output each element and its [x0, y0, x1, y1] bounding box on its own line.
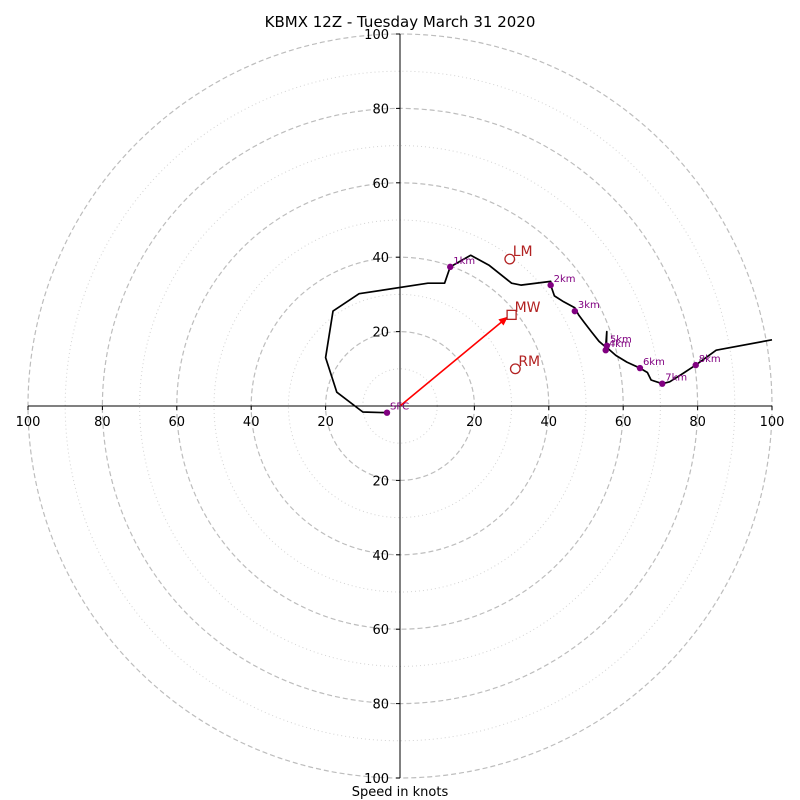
motion-vector-arrowhead: [498, 316, 508, 326]
y-tick-label: 100: [364, 772, 389, 787]
x-tick-label: 40: [243, 415, 260, 430]
y-tick-label: 60: [372, 623, 389, 638]
motion-rm-label: RM: [518, 354, 540, 370]
motion-lm-marker: [504, 253, 516, 265]
marker-8km: [692, 361, 699, 369]
marker-sfc: [383, 409, 391, 416]
marker-7km: [659, 380, 666, 387]
hodograph-line: [324, 254, 773, 414]
storm-motion-markers: LM MW RM: [504, 244, 541, 375]
x-tick-label: 80: [689, 415, 706, 430]
marker-label-4km: 4km: [609, 339, 631, 350]
x-tick-label: 20: [317, 415, 334, 430]
x-tick-label: 20: [466, 415, 483, 430]
motion-vector-line: [399, 316, 509, 407]
tick-labels: 100 80 60 40 20 20 40 60 80 100 100 80 60 40 20 20 40 60 8…: [16, 28, 785, 787]
marker-label-3km: 3km: [578, 300, 600, 311]
marker-label-8km: 8km: [699, 354, 721, 365]
storm-motion-vector: [399, 316, 509, 407]
marker-label-sfc: SFC: [390, 402, 409, 413]
y-tick-label: 40: [372, 549, 389, 564]
marker-label-5km: 5km: [610, 335, 632, 346]
y-tick-label: 80: [372, 698, 389, 713]
marker-label-2km: 2km: [554, 274, 576, 285]
marker-1km: [447, 263, 454, 271]
y-tick-label: 80: [372, 102, 389, 117]
marker-label-6km: 6km: [643, 357, 665, 368]
x-tick-label: 40: [541, 415, 558, 430]
y-tick-label: 100: [364, 28, 389, 43]
y-tick-label: 20: [372, 474, 389, 489]
motion-rm-marker: [509, 363, 521, 375]
y-tick-label: 60: [372, 177, 389, 192]
y-tick-label: 40: [372, 251, 389, 266]
motion-mw-marker: [506, 309, 517, 321]
marker-6km: [636, 364, 644, 372]
x-tick-label: 60: [615, 415, 632, 430]
chart-title: KBMX 12Z - Tuesday March 31 2020: [265, 13, 536, 31]
x-axis-label: Speed in knots: [352, 785, 449, 800]
x-tick-label: 100: [760, 415, 785, 430]
hodograph-trace: [324, 254, 773, 414]
motion-lm-label: LM: [513, 244, 533, 260]
y-tick-label: 20: [372, 326, 389, 341]
motion-mw-label: MW: [515, 300, 541, 316]
x-tick-label: 80: [94, 415, 111, 430]
marker-2km: [547, 281, 554, 289]
marker-3km: [571, 307, 579, 315]
marker-label-1km: 1km: [453, 256, 475, 267]
x-tick-label: 60: [169, 415, 186, 430]
marker-label-7km: 7km: [665, 373, 687, 384]
marker-5km: [603, 342, 611, 349]
x-tick-label: 100: [16, 415, 41, 430]
